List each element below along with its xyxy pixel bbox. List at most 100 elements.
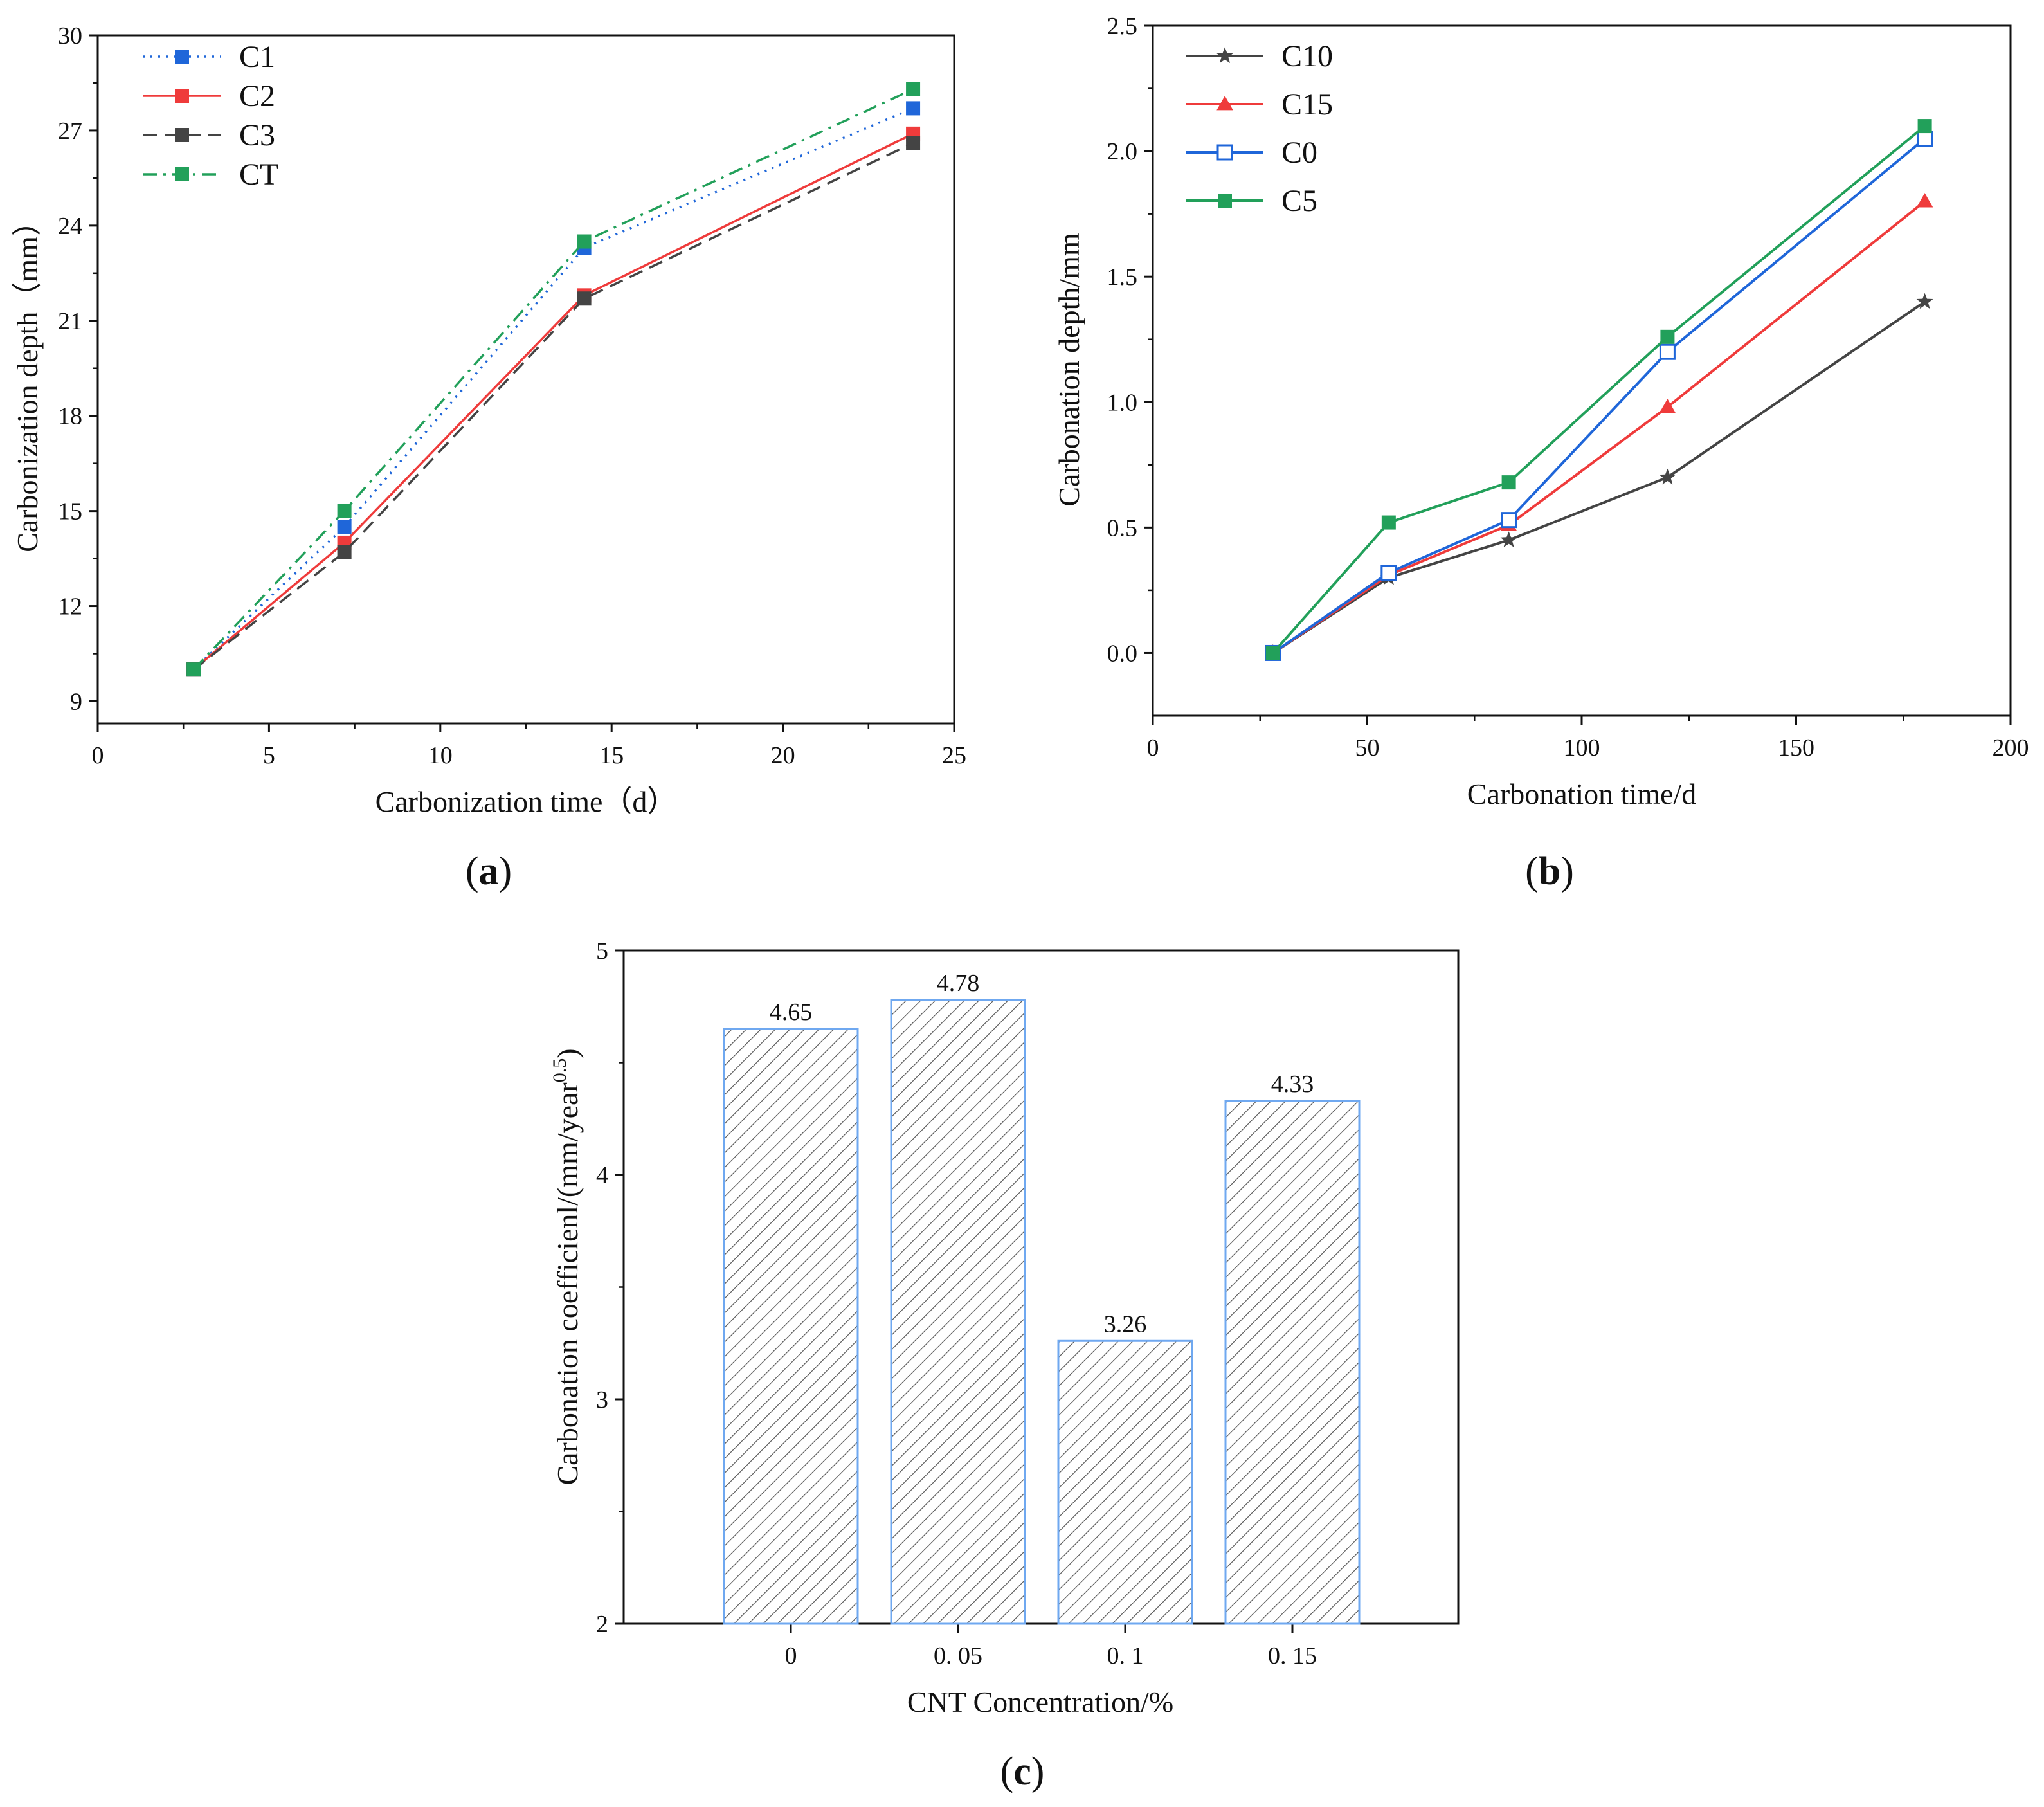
panel-a-series bbox=[186, 82, 921, 677]
series-ct bbox=[186, 82, 921, 677]
x-tick-label: 25 bbox=[942, 742, 966, 769]
x-tick-label: 0 bbox=[92, 742, 104, 769]
legend-label: C15 bbox=[1281, 87, 1333, 122]
data-point-c10 bbox=[1659, 468, 1676, 485]
data-point-ct bbox=[577, 234, 592, 249]
legend-label: C1 bbox=[239, 40, 275, 74]
legend-label: C2 bbox=[239, 79, 275, 113]
y-tick-label: 15 bbox=[58, 498, 82, 525]
legend-label: C5 bbox=[1281, 184, 1317, 218]
x-tick-label: 0. 1 bbox=[1107, 1642, 1144, 1669]
y-tick-label: 2.0 bbox=[1107, 138, 1138, 165]
x-tick-label: 0. 15 bbox=[1268, 1642, 1317, 1669]
y-tick-label: 4 bbox=[596, 1162, 608, 1189]
panel-a-legend: C1 C2 C3 CT bbox=[143, 40, 278, 192]
legend-label: CT bbox=[239, 158, 278, 192]
bar bbox=[1224, 1100, 1361, 1625]
panel-b-series bbox=[1264, 119, 1933, 661]
data-point-ct bbox=[186, 662, 201, 677]
panel-c-label: (c) bbox=[1000, 1750, 1045, 1793]
data-point-c3 bbox=[577, 291, 592, 306]
y-tick-label: 2.5 bbox=[1107, 13, 1138, 40]
bar-group: 4.33 bbox=[1224, 1071, 1361, 1625]
x-tick-label: 0 bbox=[1147, 734, 1159, 761]
legend-marker bbox=[1216, 47, 1233, 63]
legend-marker bbox=[175, 50, 189, 64]
series-line-c2 bbox=[193, 132, 914, 671]
legend-marker bbox=[1216, 96, 1233, 111]
y-tick-label: 1.5 bbox=[1107, 264, 1138, 291]
data-point-c0 bbox=[1501, 512, 1517, 529]
series-c10 bbox=[1264, 293, 1933, 660]
x-tick-label: 0 bbox=[785, 1642, 797, 1669]
panel-c-y-axis-title: Carbonation coefficienl/(mm/year0.5) bbox=[549, 1048, 584, 1485]
y-tick-label: 5 bbox=[596, 938, 608, 965]
panel-c-bars: 4.65 4.78 3.26 4.33 bbox=[723, 970, 1361, 1625]
legend-item-c1: C1 bbox=[143, 40, 275, 74]
series-line-c10 bbox=[1272, 300, 1926, 655]
bar-value-label: 4.78 bbox=[937, 970, 980, 997]
y-tick-label: 1.0 bbox=[1107, 389, 1138, 416]
data-point-c0 bbox=[1380, 565, 1397, 581]
panel-b-ticks: 0 50 100 150 200 0.0 0.5 1.0 1.5 2.0 2.5 bbox=[1107, 13, 2029, 761]
y-tick-label: 21 bbox=[58, 308, 82, 335]
x-tick-label: 100 bbox=[1564, 734, 1600, 761]
legend-item-c2: C2 bbox=[143, 79, 275, 113]
series-c5 bbox=[1265, 119, 1932, 660]
data-point-c15 bbox=[1659, 399, 1676, 413]
y-tick-label: 3 bbox=[596, 1386, 608, 1413]
bar bbox=[1057, 1339, 1193, 1625]
data-point-c5 bbox=[1917, 119, 1932, 134]
data-point-c3 bbox=[337, 545, 352, 559]
series-line-c3 bbox=[193, 142, 914, 671]
y-tick-label: 0.0 bbox=[1107, 640, 1138, 667]
bar-value-label: 4.33 bbox=[1271, 1071, 1314, 1098]
panel-b-label: (b) bbox=[1525, 849, 1574, 893]
legend-marker bbox=[175, 167, 189, 181]
legend-item-c15: C15 bbox=[1186, 87, 1333, 122]
x-tick-label: 200 bbox=[1993, 734, 2029, 761]
bar-group: 4.78 bbox=[890, 970, 1026, 1625]
data-point-ct bbox=[906, 82, 921, 96]
data-point-c5 bbox=[1381, 515, 1396, 530]
x-tick-label: 20 bbox=[771, 742, 795, 769]
panel-b-y-axis-title: Carbonation depth/mm bbox=[1053, 233, 1085, 507]
series-line-c0 bbox=[1272, 138, 1926, 655]
y-tick-label: 9 bbox=[70, 688, 82, 715]
y-tick-label: 27 bbox=[58, 118, 82, 145]
x-tick-label: 10 bbox=[428, 742, 453, 769]
legend-item-ct: CT bbox=[143, 158, 278, 192]
data-point-c1 bbox=[337, 520, 352, 534]
legend-label: C0 bbox=[1281, 136, 1317, 170]
y-tick-label: 30 bbox=[58, 23, 82, 50]
data-point-c1 bbox=[906, 101, 921, 116]
bar bbox=[723, 1028, 859, 1625]
series-c2 bbox=[186, 126, 921, 677]
bar-value-label: 4.65 bbox=[770, 999, 813, 1026]
series-c3 bbox=[186, 136, 921, 677]
data-point-c10 bbox=[1500, 531, 1517, 547]
panel-c-x-axis-title: CNT Concentration/% bbox=[907, 1685, 1173, 1718]
panel-a-ticks: 0 5 10 15 20 25 9 12 15 18 21 24 27 30 bbox=[58, 23, 966, 769]
series-line-c5 bbox=[1272, 125, 1926, 654]
x-tick-label: 50 bbox=[1355, 734, 1380, 761]
series-c1 bbox=[186, 101, 921, 677]
data-point-c3 bbox=[906, 136, 921, 150]
legend-item-c0: C0 bbox=[1186, 136, 1317, 170]
data-point-c10 bbox=[1916, 293, 1933, 309]
legend-label: C10 bbox=[1281, 39, 1333, 73]
legend-marker bbox=[1218, 194, 1232, 208]
y-tick-label: 24 bbox=[58, 213, 82, 240]
panel-b-plot-frame bbox=[1152, 24, 2012, 717]
legend-item-c3: C3 bbox=[143, 118, 275, 152]
panel-c: 2 3 4 5 0 0. 05 0. 1 0. 15 4.65 4.78 3.26 4.33 CNT… bbox=[549, 938, 1460, 1793]
x-tick-label: 0. 05 bbox=[934, 1642, 982, 1669]
panel-c-ticks: 2 3 4 5 0 0. 05 0. 1 0. 15 bbox=[596, 938, 1317, 1669]
x-tick-label: 15 bbox=[599, 742, 624, 769]
series-line-ct bbox=[192, 88, 914, 671]
panel-b-x-axis-title: Carbonation time/d bbox=[1467, 777, 1696, 810]
y-tick-label: 0.5 bbox=[1107, 514, 1138, 541]
panel-a-label: (a) bbox=[466, 849, 512, 893]
bar-group: 3.26 bbox=[1057, 1311, 1193, 1625]
